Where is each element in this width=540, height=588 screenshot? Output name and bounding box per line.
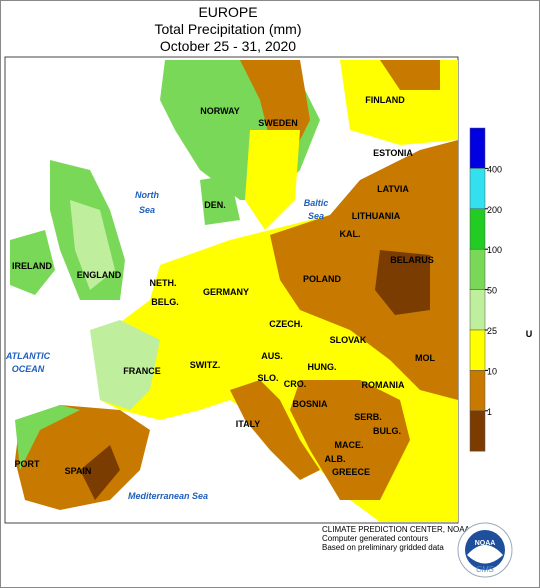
legend-label: 100 [487, 245, 502, 255]
map [4, 56, 459, 524]
iberia-wet [15, 405, 80, 470]
country-label: ITALY [236, 419, 261, 429]
country-label: SWITZ. [190, 360, 221, 370]
country-label: LATVIA [377, 184, 409, 194]
sea-label: Sea [139, 205, 155, 215]
country-label: ALB. [325, 454, 346, 464]
legend-swatch [469, 289, 486, 331]
sea-label: Mediterranean Sea [128, 491, 208, 501]
sea-label: Baltic [304, 198, 329, 208]
country-label: SPAIN [65, 466, 92, 476]
country-label: BELARUS [390, 255, 434, 265]
logo-bird [467, 545, 503, 564]
country-label: IRELAND [12, 261, 52, 271]
footer-line: CLIMATE PREDICTION CENTER, NOAA [322, 525, 471, 534]
denmark [200, 175, 240, 225]
legend-swatch [469, 329, 486, 371]
legend-swatch [469, 248, 486, 290]
sea-labels: ATLANTIC OCEAN North Sea Baltic Sea Medi… [5, 190, 328, 501]
country-label: CZECH. [269, 319, 303, 329]
date-range: October 25 - 31, 2020 [160, 38, 296, 54]
country-labels: FINLAND NORWAY SWEDEN ESTONIA LATVIA DEN… [12, 95, 532, 477]
country-label: POLAND [303, 274, 342, 284]
land-dry [290, 380, 410, 500]
sea-label: Sea [308, 211, 324, 221]
legend: 400 200 100 50 25 10 1 [469, 127, 502, 452]
footer-line: Based on preliminary gridded data [322, 543, 444, 552]
legend-swatch [469, 208, 486, 250]
country-label: MOL [415, 353, 435, 363]
land-dry [270, 140, 458, 400]
legend-swatch [469, 127, 486, 169]
logo-text: CMS [476, 565, 494, 574]
legend-swatch [469, 370, 486, 412]
legend-swatch [469, 168, 486, 210]
country-label: SLOVAK [330, 335, 367, 345]
land-very-dry [375, 250, 430, 315]
title: EUROPE [198, 4, 257, 20]
legend-label: 50 [487, 286, 497, 296]
italy-land [230, 380, 320, 480]
britain-dry [70, 200, 115, 290]
logo-text: NOAA [475, 540, 496, 547]
country-label: SWEDEN [258, 118, 298, 128]
legend-swatch [469, 410, 486, 452]
country-label: KAL. [340, 229, 361, 239]
country-label: ENGLAND [77, 270, 122, 280]
country-label: GREECE [332, 467, 370, 477]
country-label: NORWAY [200, 106, 240, 116]
country-label: BULG. [373, 426, 401, 436]
legend-label: 25 [487, 326, 497, 336]
country-label: ESTONIA [373, 148, 413, 158]
country-label: MACE. [335, 440, 364, 450]
legend-label: 200 [487, 205, 502, 215]
country-label: AUS. [261, 351, 283, 361]
country-label: PORT [14, 459, 40, 469]
country-label: DEN. [204, 200, 226, 210]
sea-label: North [135, 190, 159, 200]
country-label: BELG. [151, 297, 179, 307]
footer-line: Computer generated contours [322, 534, 428, 543]
country-label: GERMANY [203, 287, 249, 297]
country-label: ROMANIA [362, 380, 405, 390]
country-label: LITHUANIA [352, 211, 401, 221]
france-wet [90, 320, 160, 410]
country-label: CRO. [284, 379, 307, 389]
sweden-south [245, 130, 300, 230]
sea-label: ATLANTIC [5, 351, 51, 361]
iberia-very-dry [80, 445, 120, 500]
country-label: SLO. [257, 373, 278, 383]
finland-dry [380, 60, 440, 90]
sea-label: OCEAN [12, 364, 45, 374]
ireland [10, 230, 55, 295]
legend-label: 400 [487, 164, 502, 174]
country-label: BOSNIA [292, 399, 328, 409]
legend-label: 10 [487, 366, 497, 376]
iberia [15, 405, 150, 510]
country-label: FRANCE [123, 366, 161, 376]
country-label: FINLAND [365, 95, 405, 105]
country-label: HUNG. [308, 362, 337, 372]
legend-label: 1 [487, 407, 492, 417]
noaa-logo: NOAA CMS [457, 522, 513, 578]
country-label: U [526, 329, 533, 339]
subtitle: Total Precipitation (mm) [154, 21, 301, 37]
country-label: NETH. [150, 278, 177, 288]
country-label: SERB. [354, 412, 382, 422]
